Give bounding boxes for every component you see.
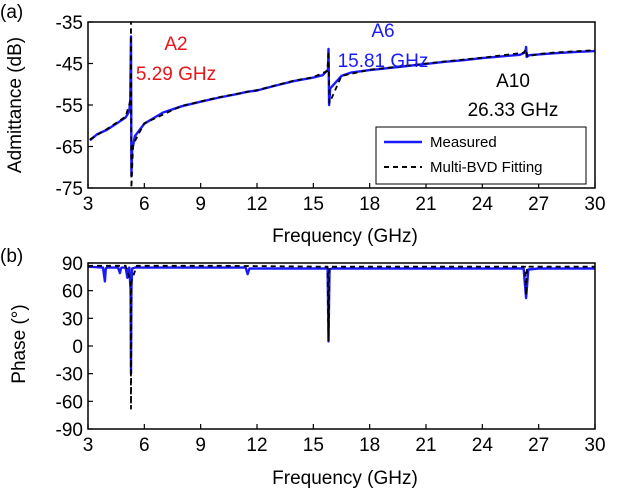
legend-fitting-label: Multi-BVD Fitting (430, 159, 543, 176)
panel-a-label: (a) (0, 2, 23, 23)
y-tick-label: -45 (56, 55, 83, 76)
series-multi-bvd-fitting-line (88, 264, 595, 410)
panel-a-x-axis-label: Frequency (GHz) (272, 226, 418, 247)
annotation-a10-mode: A10 (496, 71, 530, 92)
y-tick-label: 0 (72, 337, 83, 358)
annotation-a2-frequency: 5.29 GHz (136, 64, 216, 85)
y-tick-label: -75 (56, 179, 83, 200)
x-tick-label: 18 (359, 435, 380, 456)
x-tick-label: 15 (303, 435, 324, 456)
x-tick-label: 12 (246, 435, 267, 456)
series-measured-line (87, 265, 595, 375)
x-tick-label: 21 (415, 194, 436, 215)
panel-b-label: (b) (0, 246, 23, 267)
annotation-a6-mode: A6 (371, 21, 394, 42)
panel-b-phase: (b) Phase (°) Frequency (GHz) 3 6 9 12 15 18 2… (0, 246, 606, 489)
y-tick-label: 60 (62, 282, 83, 303)
y-tick-label: -90 (56, 420, 83, 441)
panel-a-admittance: (a) Admittance (dB) Frequency (GHz) 3 6 9 1… (0, 2, 606, 247)
x-tick-label: 3 (83, 435, 94, 456)
panel-a-series (89, 21, 596, 189)
annotation-a10-frequency: 26.33 GHz (468, 100, 559, 121)
panel-a-plot-frame (87, 21, 596, 189)
y-tick-label: -65 (56, 138, 83, 159)
x-tick-label: 12 (246, 194, 267, 215)
legend-measured-label: Measured (430, 134, 497, 151)
legend-box (375, 126, 587, 185)
panel-b-plot-frame (87, 262, 596, 430)
x-tick-label: 9 (195, 194, 206, 215)
annotation-a2-mode: A2 (164, 34, 187, 55)
x-tick-label: 6 (139, 435, 150, 456)
series-multi-bvd-fitting-line (89, 21, 596, 189)
y-tick-label: -35 (56, 13, 83, 34)
x-tick-label: 15 (303, 194, 324, 215)
panel-b-ticks: 3 6 9 12 15 18 21 24 27 30 90 60 30 0 -30 -60 -90 (56, 254, 606, 456)
x-tick-label: 30 (584, 194, 605, 215)
annotation-a10: A10 26.33 GHz (468, 71, 559, 121)
y-tick-label: -30 (56, 365, 83, 386)
x-tick-label: 3 (83, 194, 94, 215)
annotation-a2: A2 5.29 GHz (136, 34, 216, 85)
x-tick-label: 21 (415, 435, 436, 456)
y-tick-label: 30 (62, 309, 83, 330)
panel-b-y-axis-label: Phase (°) (9, 304, 30, 383)
x-tick-label: 9 (195, 435, 206, 456)
panel-b-series (87, 264, 595, 410)
panel-a-y-axis-label: Admittance (dB) (5, 37, 26, 173)
annotation-a6-frequency: 15.81 GHz (338, 51, 429, 72)
x-tick-label: 6 (139, 194, 150, 215)
x-tick-label: 24 (472, 435, 494, 456)
y-tick-label: 90 (62, 254, 83, 275)
y-tick-label: -60 (56, 392, 83, 413)
x-tick-label: 30 (584, 435, 605, 456)
legend: Measured Multi-BVD Fitting (375, 126, 587, 185)
x-tick-label: 24 (472, 194, 494, 215)
panel-b-x-axis-label: Frequency (GHz) (272, 468, 418, 489)
x-tick-label: 27 (528, 194, 549, 215)
y-tick-label: -55 (56, 96, 83, 117)
x-tick-label: 27 (528, 435, 549, 456)
annotation-a6: A6 15.81 GHz (338, 21, 429, 72)
x-tick-label: 18 (359, 194, 380, 215)
